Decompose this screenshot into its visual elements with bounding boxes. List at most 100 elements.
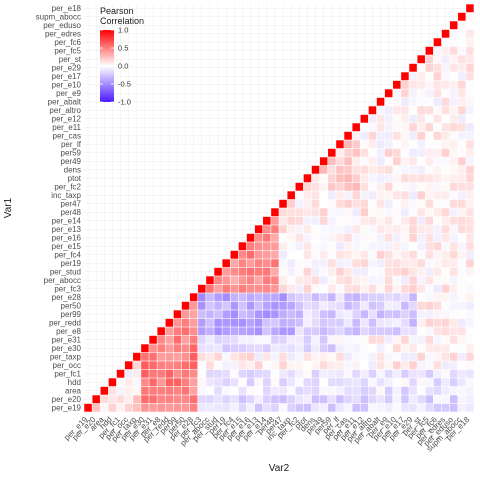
heatmap-cell: [376, 97, 385, 106]
y-tick-label: per_altro: [49, 106, 81, 115]
heatmap-cell: [344, 403, 352, 412]
heatmap-cell: [466, 395, 474, 404]
heatmap-cell: [458, 267, 466, 276]
heatmap-cell: [466, 89, 474, 98]
heatmap-cell: [238, 267, 247, 276]
heatmap-cell: [449, 21, 458, 30]
heatmap-cell: [238, 284, 247, 293]
heatmap-cell: [441, 293, 450, 302]
heatmap-cell: [287, 335, 295, 344]
heatmap-cell: [206, 310, 214, 319]
heatmap-cell: [336, 199, 344, 208]
heatmap-cell: [393, 106, 401, 115]
heatmap-cell: [328, 225, 336, 234]
heatmap-cell: [124, 386, 133, 395]
heatmap-cell: [466, 344, 474, 353]
heatmap-cell: [425, 63, 434, 72]
heatmap-cell: [458, 293, 466, 302]
heatmap-cell: [458, 301, 466, 310]
heatmap-cell: [393, 233, 401, 242]
heatmap-cell: [263, 395, 271, 404]
heatmap-cell: [165, 318, 174, 327]
heatmap-cell: [181, 369, 190, 378]
heatmap-cell: [384, 327, 393, 336]
heatmap-cells: [84, 4, 474, 412]
heatmap-cell: [409, 233, 417, 242]
heatmap-cell: [409, 123, 417, 132]
heatmap-cell: [466, 293, 474, 302]
heatmap-cell: [271, 310, 279, 319]
heatmap-cell: [458, 259, 466, 268]
heatmap-cell: [263, 361, 271, 370]
heatmap-cell: [311, 335, 320, 344]
heatmap-cell: [401, 182, 409, 191]
heatmap-cell: [246, 267, 255, 276]
heatmap-cell: [222, 276, 230, 285]
y-tick-label: inc_taxp: [51, 191, 81, 200]
heatmap-cell: [417, 276, 425, 285]
heatmap-cell: [409, 140, 417, 149]
heatmap-cell: [466, 267, 474, 276]
heatmap-cell: [271, 293, 279, 302]
heatmap-cell: [319, 293, 328, 302]
heatmap-cell: [441, 284, 450, 293]
heatmap-cell: [328, 259, 336, 268]
heatmap-cell: [271, 225, 279, 234]
heatmap-cell: [384, 157, 393, 166]
heatmap-cell: [149, 369, 157, 378]
heatmap-cell: [368, 284, 377, 293]
heatmap-cell: [319, 216, 328, 225]
heatmap-cell: [384, 106, 393, 115]
heatmap-cell: [441, 80, 450, 89]
heatmap-cell: [393, 250, 401, 259]
heatmap-cell: [303, 174, 312, 183]
heatmap-cell: [368, 403, 377, 412]
heatmap-cell: [425, 208, 434, 217]
heatmap-cell: [409, 157, 417, 166]
heatmap-cell: [311, 361, 320, 370]
heatmap-cell: [376, 386, 385, 395]
heatmap-cell: [214, 369, 222, 378]
heatmap-cell: [458, 344, 466, 353]
heatmap-cell: [222, 403, 230, 412]
heatmap-cell: [417, 106, 425, 115]
heatmap-cell: [352, 225, 360, 234]
heatmap-cell: [173, 318, 182, 327]
heatmap-cell: [206, 293, 214, 302]
heatmap-cell: [425, 157, 434, 166]
heatmap-cell: [401, 233, 409, 242]
heatmap-cell: [287, 199, 295, 208]
heatmap-cell: [441, 46, 450, 55]
heatmap-cell: [368, 157, 377, 166]
y-tick-label: per_abocc: [44, 276, 81, 285]
heatmap-cell: [319, 335, 328, 344]
heatmap-cell: [263, 259, 271, 268]
heatmap-cell: [441, 148, 450, 157]
heatmap-cell: [441, 267, 450, 276]
heatmap-cell: [206, 344, 214, 353]
heatmap-cell: [401, 114, 409, 123]
heatmap-cell: [384, 148, 393, 157]
heatmap-cell: [141, 361, 149, 370]
heatmap-cell: [466, 225, 474, 234]
heatmap-cell: [441, 225, 450, 234]
heatmap-cell: [238, 344, 247, 353]
heatmap-cell: [271, 242, 279, 251]
heatmap-cell: [303, 225, 312, 234]
heatmap-cell: [328, 301, 336, 310]
heatmap-cell: [295, 259, 304, 268]
heatmap-cell: [328, 148, 336, 157]
heatmap-cell: [360, 199, 369, 208]
heatmap-cell: [328, 182, 336, 191]
heatmap-cell: [254, 259, 263, 268]
heatmap-cell: [149, 378, 157, 387]
y-tick-label: per_edres: [45, 30, 81, 39]
heatmap-cell: [328, 318, 336, 327]
heatmap-cell: [344, 318, 352, 327]
heatmap-cell: [352, 216, 360, 225]
heatmap-cell: [384, 97, 393, 106]
heatmap-cell: [319, 233, 328, 242]
heatmap-cell: [433, 284, 442, 293]
heatmap-cell: [336, 344, 344, 353]
heatmap-cell: [417, 250, 425, 259]
